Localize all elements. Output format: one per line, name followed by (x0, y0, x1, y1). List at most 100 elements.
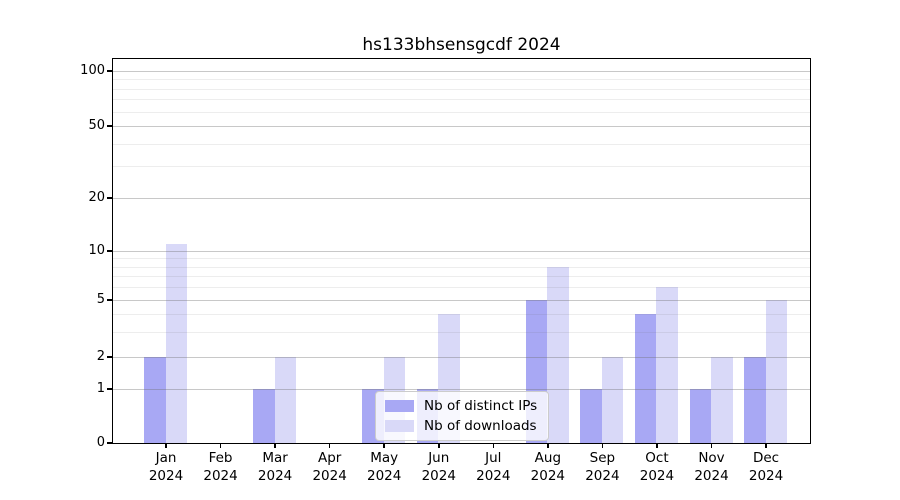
gridline-major-20 (113, 198, 810, 199)
legend-label-distinct-ips: Nb of distinct IPs (424, 398, 538, 414)
bar-distinct-ips-mar (253, 389, 275, 443)
y-tick-label-20: 20 (88, 190, 105, 205)
x-tick-label-jul: Jul 2024 (461, 450, 525, 485)
y-tick-label-1: 1 (96, 381, 105, 396)
y-tick-label-10: 10 (88, 243, 105, 258)
y-tick-label-0: 0 (96, 435, 105, 450)
bar-downloads-aug (547, 266, 569, 443)
x-tick-sep (601, 443, 604, 448)
x-tick-label-jan: Jan 2024 (134, 450, 198, 485)
x-tick-label-feb: Feb 2024 (189, 450, 253, 485)
x-tick-mar (274, 443, 276, 448)
y-tick-50 (107, 125, 112, 127)
bar-downloads-jan (165, 243, 187, 443)
y-tick-label-5: 5 (96, 292, 105, 307)
x-tick-month: Feb (208, 450, 233, 466)
bar-downloads-dec (765, 300, 788, 443)
legend-swatch-downloads-icon (385, 420, 414, 432)
x-tick-month: Jul (485, 450, 502, 466)
gridline-minor-40 (113, 143, 810, 145)
gridline-minor-6 (113, 287, 810, 289)
bar-distinct-ips-oct (634, 313, 657, 443)
bar-downloads-sep (601, 357, 624, 443)
legend-item-downloads: Nb of downloads (385, 418, 537, 434)
x-tick-year: 2024 (312, 467, 347, 484)
bar-distinct-ips-dec (744, 357, 766, 443)
y-tick-10 (107, 250, 112, 252)
gridline-minor-8 (113, 266, 810, 268)
x-tick-dec (765, 443, 767, 448)
x-tick-month: Nov (698, 450, 725, 466)
x-tick-year: 2024 (367, 467, 402, 484)
x-tick-label-may: May 2024 (352, 450, 416, 485)
gridline-minor-60 (113, 111, 810, 113)
x-tick-label-jun: Jun 2024 (407, 450, 471, 485)
x-tick-year: 2024 (530, 467, 566, 484)
gridline-minor-3 (113, 331, 810, 333)
x-tick-apr (328, 443, 331, 448)
legend: Nb of distinct IPs Nb of downloads (375, 391, 550, 441)
x-tick-year: 2024 (748, 467, 784, 484)
x-tick-year: 2024 (639, 467, 675, 484)
y-tick-5 (107, 299, 112, 301)
x-tick-jan (165, 443, 167, 448)
y-tick-20 (107, 197, 112, 199)
y-tick-1 (107, 388, 112, 390)
x-tick-year: 2024 (694, 467, 729, 484)
gridline-minor-90 (113, 79, 810, 81)
x-tick-month: Apr (317, 450, 342, 466)
x-tick-label-dec: Dec 2024 (734, 450, 798, 485)
bar-downloads-nov (711, 357, 733, 443)
gridline-major-1 (113, 389, 810, 390)
x-tick-feb (219, 443, 222, 448)
x-tick-month: May (370, 450, 399, 466)
gridline-major-2 (113, 357, 810, 358)
legend-swatch-distinct-ips-icon (385, 400, 414, 412)
x-tick-jul (492, 443, 495, 448)
x-tick-year: 2024 (421, 467, 456, 484)
x-tick-month: Oct (645, 450, 669, 466)
x-tick-label-apr: Apr 2024 (298, 450, 362, 485)
x-tick-may (383, 443, 385, 448)
gridline-minor-7 (113, 276, 810, 278)
x-tick-month: Aug (534, 450, 562, 466)
x-tick-label-oct: Oct 2024 (625, 450, 689, 485)
x-tick-year: 2024 (585, 467, 620, 484)
bar-downloads-mar (274, 357, 297, 443)
y-tick-0 (107, 442, 112, 444)
y-tick-100 (107, 70, 112, 72)
x-tick-label-mar: Mar 2024 (243, 450, 307, 485)
y-tick-label-100: 100 (80, 63, 105, 78)
gridline-major-10 (113, 251, 810, 252)
x-tick-aug (547, 443, 549, 448)
bar-distinct-ips-sep (580, 389, 602, 443)
x-tick-year: 2024 (257, 467, 293, 484)
gridline-major-100 (113, 71, 810, 72)
legend-item-distinct-ips: Nb of distinct IPs (385, 398, 537, 414)
x-tick-month: Sep (589, 450, 616, 466)
gridline-minor-70 (113, 99, 810, 101)
gridline-minor-4 (113, 313, 810, 315)
bar-distinct-ips-jan (144, 357, 166, 443)
x-tick-oct (656, 443, 658, 448)
gridline-minor-30 (113, 166, 810, 168)
y-tick-label-50: 50 (88, 118, 105, 133)
x-tick-year: 2024 (148, 467, 184, 484)
x-tick-label-aug: Aug 2024 (516, 450, 580, 485)
x-tick-year: 2024 (203, 467, 238, 484)
y-tick-label-2: 2 (96, 349, 105, 364)
x-tick-nov (710, 443, 713, 448)
x-tick-month: Jan (155, 450, 177, 466)
x-tick-label-nov: Nov 2024 (680, 450, 744, 485)
bar-distinct-ips-nov (689, 389, 711, 443)
x-tick-jun (438, 443, 440, 448)
legend-label-downloads: Nb of downloads (424, 418, 537, 434)
x-tick-year: 2024 (476, 467, 511, 484)
x-tick-label-sep: Sep 2024 (570, 450, 634, 485)
gridline-minor-80 (113, 88, 810, 90)
chart-title: hs133bhsensgcdf 2024 (362, 35, 561, 55)
x-tick-month: Mar (262, 450, 288, 466)
gridline-major-5 (113, 300, 810, 301)
x-tick-month: Jun (428, 450, 450, 466)
x-tick-month: Dec (752, 450, 780, 466)
